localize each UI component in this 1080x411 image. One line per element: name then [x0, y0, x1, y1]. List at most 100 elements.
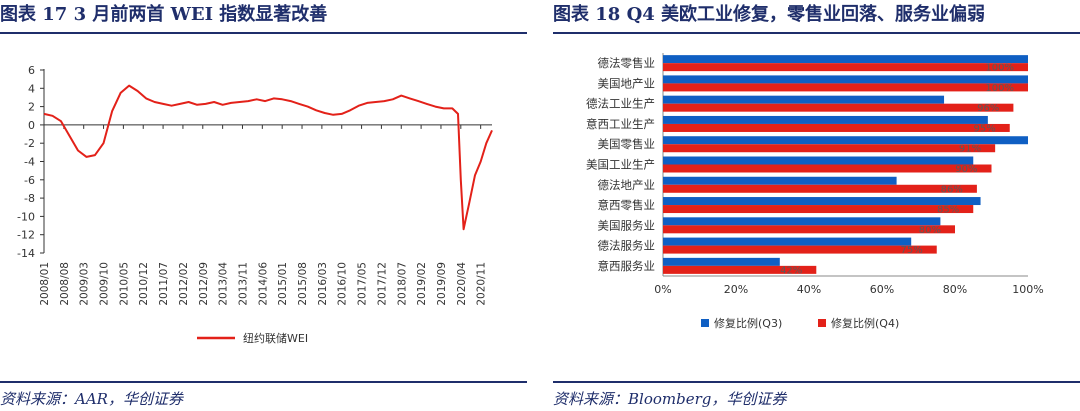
- category-label: 美国服务业: [598, 218, 656, 232]
- x-tick-label: 60%: [870, 283, 894, 296]
- bar-q4-data-label: 100%: [985, 83, 1014, 94]
- bar-q4: [663, 184, 977, 193]
- x-tick-label: 2018/07: [396, 262, 408, 306]
- bar-q4-data-label: 95%: [974, 123, 996, 134]
- left-source-rule: [0, 381, 527, 383]
- x-tick-label: 2015/01: [277, 262, 289, 306]
- x-tick-label: 2012/02: [178, 262, 190, 306]
- x-tick-label: 2016/10: [337, 262, 349, 306]
- x-tick-label: 2014/06: [257, 262, 269, 306]
- x-tick-label: 2020/04: [456, 262, 468, 306]
- category-label: 意西零售业: [598, 198, 656, 212]
- bar-q4-data-label: 85%: [937, 205, 959, 216]
- x-tick-label: 2017/12: [376, 262, 388, 306]
- legend-label: 纽约联储WEI: [243, 331, 308, 345]
- bar-q3: [663, 55, 1028, 64]
- y-tick-label: 2: [28, 101, 35, 114]
- bar-q3: [663, 136, 1028, 145]
- x-tick-label: 2020/11: [476, 262, 488, 306]
- bar-q3: [663, 176, 897, 185]
- legend-q4-swatch: [818, 319, 826, 327]
- y-tick-label: 6: [28, 64, 35, 77]
- x-tick-label: 20%: [724, 283, 748, 296]
- bar-q3: [663, 75, 1028, 84]
- bar-q4-data-label: 42%: [780, 265, 802, 276]
- y-tick-label: -8: [24, 192, 35, 205]
- x-tick-label: 2016/03: [317, 262, 329, 306]
- bar-q3: [663, 95, 945, 104]
- category-label: 德法地产业: [598, 178, 656, 192]
- bar-q4: [663, 225, 955, 234]
- x-tick-label: 2008/08: [59, 262, 71, 306]
- x-tick-label: 2019/02: [416, 262, 428, 306]
- y-tick-label: -12: [17, 229, 35, 242]
- bar-q3: [663, 257, 780, 266]
- left-figure-title: 图表 17 3 月前两首 WEI 指数显著改善: [0, 4, 328, 25]
- bar-q4: [663, 164, 992, 173]
- x-tick-label: 2015/08: [297, 262, 309, 306]
- bar-q4: [663, 205, 974, 214]
- x-tick-label: 2017/05: [357, 262, 369, 306]
- bar-q4: [663, 123, 1010, 132]
- bar-q3: [663, 197, 981, 206]
- bar-q4-data-label: 80%: [919, 225, 941, 236]
- y-tick-label: -14: [17, 247, 35, 260]
- category-label: 德法服务业: [598, 239, 656, 253]
- x-tick-label: 2012/09: [198, 262, 210, 306]
- bar-q4: [663, 144, 996, 153]
- x-tick-label: 2008/01: [39, 262, 51, 306]
- left-source-note: 资料来源：AAR，华创证券: [0, 390, 183, 408]
- y-tick-label: -10: [17, 210, 35, 223]
- wei-series-line: [43, 84, 493, 231]
- x-tick-label: 2009/03: [79, 262, 91, 306]
- x-tick-label: 2010/05: [118, 262, 130, 306]
- category-label: 意西服务业: [598, 259, 656, 273]
- bar-q4: [663, 63, 1028, 72]
- category-label: 美国地产业: [598, 76, 656, 90]
- bar-q3: [663, 156, 974, 165]
- right-figure: 图表 18 Q4 美欧工业修复，零售业回落、服务业偏弱 0% 20% 40% 60% 8…: [553, 0, 1080, 411]
- bar-q4-data-label: 100%: [985, 63, 1014, 74]
- y-tick-label: -4: [24, 156, 35, 169]
- y-tick-label: 4: [28, 82, 35, 95]
- bar-q4-data-label: 90%: [955, 164, 977, 175]
- bar-q4-data-label: 91%: [959, 144, 981, 155]
- bar-q4: [663, 83, 1028, 92]
- x-tick-label: 80%: [943, 283, 967, 296]
- x-tick-label: 40%: [797, 283, 821, 296]
- bar-q4: [663, 245, 937, 254]
- left-figure: 图表 17 3 月前两首 WEI 指数显著改善 6 4 2 0 -2 -4 -6 -8 -10 -…: [0, 0, 527, 411]
- right-figure-title: 图表 18 Q4 美欧工业修复，零售业回落、服务业偏弱: [553, 4, 986, 25]
- legend-q3-swatch: [701, 319, 709, 327]
- left-title-rule: [0, 32, 527, 34]
- right-source-rule: [553, 381, 1080, 383]
- y-tick-label: -2: [24, 137, 35, 150]
- bar-q4-data-label: 86%: [941, 184, 963, 195]
- legend-q3-label: 修复比例(Q3): [714, 316, 782, 330]
- right-title-rule: [553, 32, 1080, 34]
- x-tick-label: 2019/09: [436, 262, 448, 306]
- right-source-note: 资料来源：Bloomberg，华创证券: [553, 390, 787, 408]
- category-label: 德法工业生产: [586, 97, 655, 111]
- x-tick-label: 2011/07: [158, 262, 170, 306]
- bar-q4-data-label: 75%: [901, 245, 923, 256]
- x-tick-label: 2010/12: [138, 262, 150, 306]
- bar-q3: [663, 237, 912, 246]
- category-label: 美国零售业: [598, 137, 656, 151]
- recovery-bar-chart: 0% 20% 40% 60% 80% 100% 德法零售业 100% 美国地产业 100% 德法工业…: [586, 53, 1044, 330]
- bar-q4: [663, 265, 817, 274]
- y-tick-label: 0: [28, 119, 35, 132]
- bar-q4-data-label: 96%: [977, 103, 999, 114]
- x-tick-label: 0%: [654, 283, 671, 296]
- y-tick-label: -6: [24, 174, 35, 187]
- category-label: 美国工业生产: [586, 158, 655, 172]
- category-label: 意西工业生产: [586, 117, 655, 131]
- x-tick-label: 2013/11: [237, 262, 249, 306]
- wei-line-chart: 6 4 2 0 -2 -4 -6 -8 -10 -12 -14 2008/01 2008/08 2009/…: [17, 64, 493, 345]
- x-tick-label: 2009/10: [99, 262, 111, 306]
- bar-q3: [663, 217, 941, 226]
- x-tick-label: 100%: [1012, 283, 1043, 296]
- x-tick-label: 2013/04: [218, 262, 230, 306]
- bar-q4: [663, 103, 1014, 112]
- legend-q4-label: 修复比例(Q4): [831, 316, 899, 330]
